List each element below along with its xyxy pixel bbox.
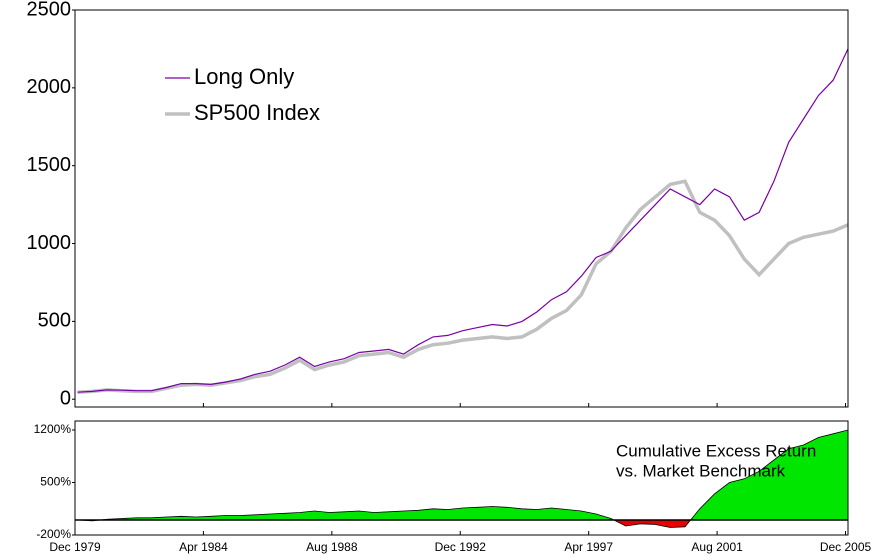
plot-frame [74, 9, 849, 408]
legend-label: SP500 Index [194, 100, 320, 125]
x-tick-label: Aug 2001 [691, 540, 743, 554]
area-negative [77, 520, 848, 528]
y-tick-label: 1500 [27, 154, 72, 176]
plot-frame [74, 420, 849, 536]
y-tick-label: 2500 [27, 0, 72, 20]
y-tick-label: 500 [38, 310, 71, 332]
x-tick-label: Dec 1979 [49, 540, 101, 554]
annotation: Cumulative Excess Return [616, 441, 816, 460]
series-line [77, 179, 849, 394]
y-tick-label: -200% [36, 527, 71, 541]
y-tick-label: 0 [60, 387, 71, 409]
y-tick-label: 500% [40, 475, 71, 489]
area-positive [77, 429, 848, 520]
annotation: vs. Market Benchmark [616, 461, 786, 480]
y-tick-label: 1200% [34, 422, 72, 436]
x-tick-label: Dec 1992 [435, 540, 487, 554]
legend-label: Long Only [194, 64, 294, 89]
series-line [77, 48, 849, 393]
x-tick-label: Apr 1984 [179, 540, 228, 554]
x-tick-label: Apr 1997 [564, 540, 613, 554]
y-tick-label: 2000 [27, 76, 72, 98]
x-tick-label: Aug 1988 [306, 540, 358, 554]
x-tick-label: Dec 2005 [820, 540, 871, 554]
y-tick-label: 1000 [27, 232, 72, 254]
